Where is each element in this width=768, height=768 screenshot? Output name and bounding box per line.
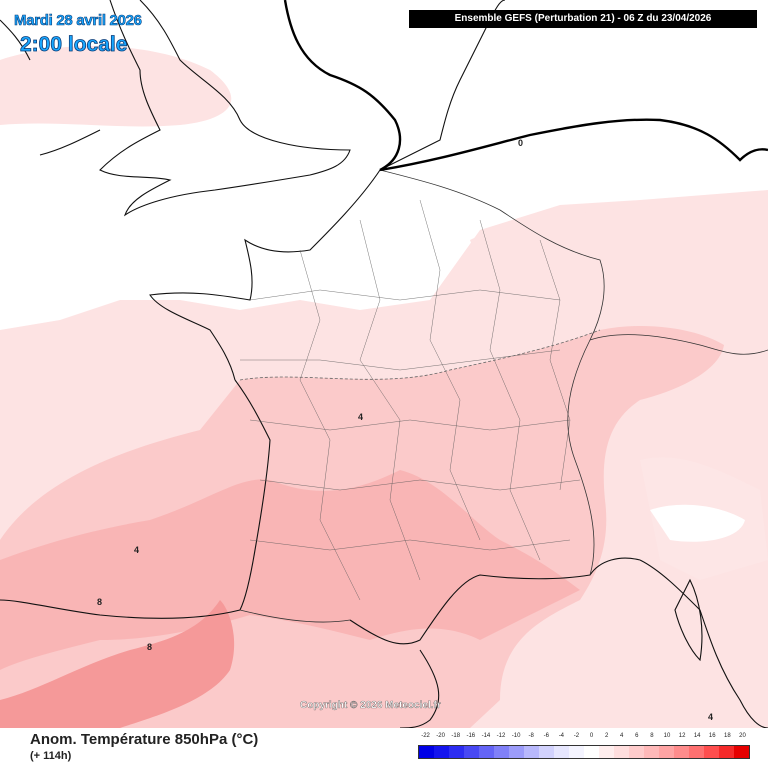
- coastline-spain-east: [399, 649, 440, 728]
- isotherm-4-line: [239, 329, 601, 381]
- colorscale-bar: [418, 745, 750, 759]
- colorscale-swatch: [629, 746, 644, 758]
- copyright-notice: Copyright © 2026 Meteociel.fr: [300, 700, 441, 711]
- colorscale-swatch: [539, 746, 554, 758]
- border-germany-switzerland: [589, 334, 768, 355]
- contour-label-8-b: 8: [147, 642, 152, 652]
- colorscale-tick-label: -8: [528, 733, 534, 739]
- coastline-england: [99, 0, 351, 217]
- coastline-corsica: [674, 578, 703, 662]
- colorscale-tick-label: -18: [451, 733, 461, 739]
- isotherm-0-line: [283, 0, 768, 172]
- contour-label-4-c: 4: [708, 712, 713, 722]
- colorscale-tick-label: 10: [663, 733, 671, 739]
- anomaly-6-8-zone: [0, 470, 580, 670]
- colorscale-swatch: [554, 746, 569, 758]
- model-run-banner: Ensemble GEFS (Perturbation 21) - 06 Z d…: [409, 10, 757, 28]
- contour-label-4-b: 4: [134, 545, 139, 555]
- colorscale-swatch: [569, 746, 584, 758]
- coastline-ireland-wales: [0, 19, 101, 156]
- colorscale-tick-label: 2: [604, 733, 609, 739]
- colorscale-swatch: [509, 746, 524, 758]
- variable-title: Anom. Température 850hPa (°C): [30, 731, 259, 748]
- colorscale-tick-label: 18: [724, 733, 731, 739]
- colorscale-tick-label: -20: [436, 733, 445, 739]
- colorscale-swatch: [704, 746, 719, 758]
- colorscale-swatch: [464, 746, 479, 758]
- colorscale-tick-label: -4: [558, 733, 565, 739]
- lead-time: (+ 114h): [30, 750, 72, 762]
- colorscale-swatch: [584, 746, 599, 758]
- coastline-france-west: [234, 379, 271, 611]
- colorscale-tick-label: 8: [650, 733, 654, 739]
- colorscale-tick-label: 12: [678, 733, 686, 739]
- colorscale-tick-label: -22: [421, 733, 430, 739]
- colorscale-tick-label: -2: [573, 733, 580, 739]
- colorscale-swatch: [449, 746, 464, 758]
- coastline-iberia-north: [0, 599, 241, 619]
- anomaly-light-pink-nw: [0, 46, 232, 127]
- contour-label-0: 0: [518, 138, 523, 148]
- colorscale-swatch: [659, 746, 674, 758]
- forecast-date: Mardi 28 avril 2026: [14, 12, 143, 30]
- colorscale-swatch: [434, 746, 449, 758]
- border-france-switzerland-italy: [567, 339, 595, 576]
- colorscale-swatch: [719, 746, 734, 758]
- coastline-italy: [639, 559, 768, 728]
- colorscale-tick-label: -14: [481, 733, 491, 739]
- temperature-anomaly-map: 0 4 4 4 8 8: [0, 0, 768, 728]
- forecast-time: 2:00 locale: [20, 33, 128, 57]
- colorscale-swatch: [734, 746, 749, 758]
- border-france-belgium-germany: [379, 169, 605, 341]
- anomaly-8-10-zone: [0, 600, 235, 728]
- colorscale-tick-label: 6: [635, 733, 639, 739]
- colorscale-tick-label: 14: [693, 733, 701, 739]
- colorscale-swatch: [674, 746, 689, 758]
- legend-footer: Anom. Température 850hPa (°C) (+ 114h) -…: [0, 728, 768, 768]
- colorscale-swatch: [644, 746, 659, 758]
- colorscale-swatch: [419, 746, 434, 758]
- colorscale-swatch: [614, 746, 629, 758]
- colorscale-tick-label: -10: [511, 733, 521, 739]
- border-france-spain: [239, 609, 351, 623]
- contour-label-4-a: 4: [358, 412, 363, 422]
- colorscale-swatch: [494, 746, 509, 758]
- colorscale-tick-label: 0: [589, 733, 594, 739]
- anomaly-white-pocket-se: [650, 504, 745, 542]
- department-lines: [240, 199, 581, 601]
- country-borders: [239, 169, 768, 623]
- colorscale-tick-label: -6: [543, 733, 549, 739]
- contour-label-8-a: 8: [97, 597, 102, 607]
- colorscale-ticks: -22 -20 -18 -16 -14 -12 -10 -8 -6 -4 -2 0 2 4 6 8 10 12 14…: [418, 733, 750, 743]
- colorscale-tick-label: -16: [466, 733, 476, 739]
- colorscale-swatch: [479, 746, 494, 758]
- colorscale-swatch: [524, 746, 539, 758]
- colorscale-tick-label: 16: [708, 733, 716, 739]
- colorscale-tick-label: 20: [739, 733, 746, 739]
- colorscale-swatch: [599, 746, 614, 758]
- colorscale-tick-label: 4: [620, 733, 624, 739]
- colorscale-tick-label: -12: [496, 733, 506, 739]
- coastline-med-france: [349, 557, 641, 645]
- colorscale-swatch: [689, 746, 704, 758]
